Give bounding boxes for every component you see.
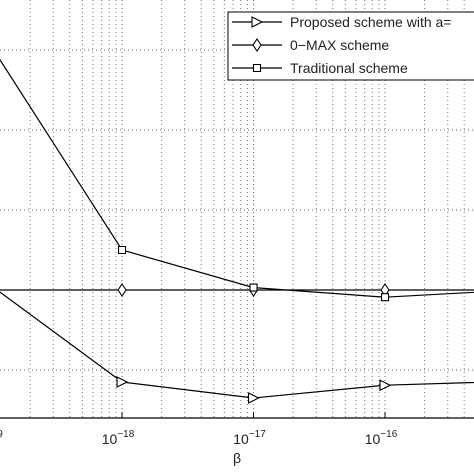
marker — [116, 376, 129, 388]
x-tick-label: 10−18 — [102, 429, 135, 447]
tick-exponent: −16 — [380, 429, 397, 440]
tick-exponent: −18 — [117, 429, 134, 440]
marker — [117, 245, 127, 255]
marker — [379, 379, 392, 392]
plot-area — [0, 58, 474, 404]
marker — [249, 283, 258, 292]
x-axis-label: β — [233, 450, 241, 466]
tick-base: 10 — [365, 431, 381, 447]
legend: Proposed scheme with a= 0−MAX scheme Tradi… — [227, 11, 474, 81]
legend-label: 0−MAX scheme — [290, 37, 389, 53]
marker — [380, 293, 390, 302]
legend-label: Traditional scheme — [290, 60, 408, 76]
legend-marker — [251, 16, 264, 28]
marker — [117, 283, 127, 297]
legend-box — [227, 11, 474, 81]
x-tick-label: 10−19 — [0, 429, 3, 447]
x-tick-label: 10−17 — [233, 429, 266, 447]
tick-base: 10 — [102, 431, 118, 447]
tick-base: 10 — [233, 431, 249, 447]
grid — [0, 0, 474, 418]
legend-marker — [252, 38, 262, 52]
marker — [247, 392, 260, 404]
tick-exponent: −19 — [0, 429, 3, 440]
legend-label: Proposed scheme with a= — [290, 14, 451, 30]
legend-marker — [252, 63, 262, 73]
x-tick-label: 10−16 — [365, 429, 398, 447]
tick-exponent: −17 — [249, 429, 266, 440]
